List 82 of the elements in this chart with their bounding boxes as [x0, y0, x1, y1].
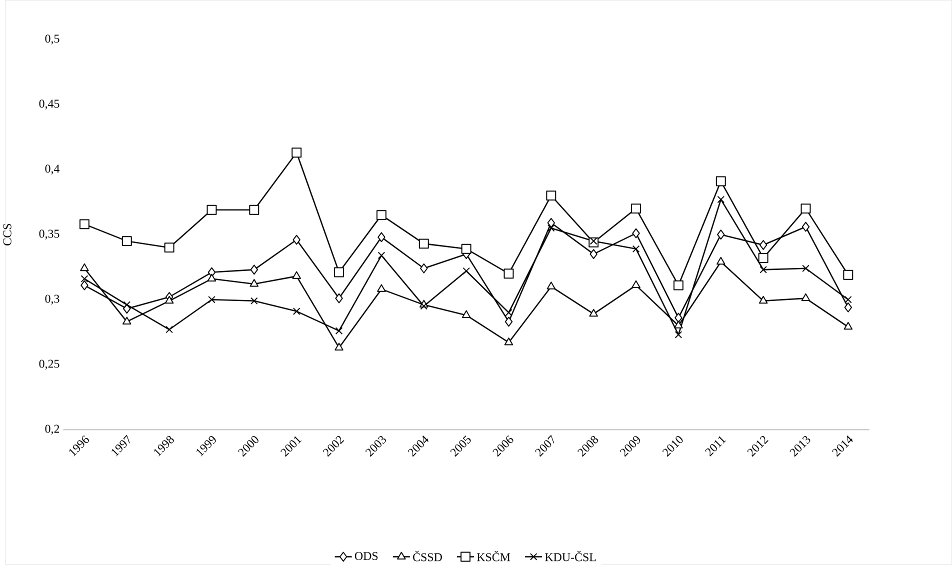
point: [292, 148, 302, 158]
point: [420, 264, 428, 274]
point: [716, 257, 726, 265]
point: [632, 280, 640, 288]
y-tick-label: 0,4: [45, 164, 60, 175]
legend-label: KSČM: [476, 551, 510, 562]
point: [589, 309, 598, 317]
point: [844, 302, 852, 313]
point: [801, 294, 810, 302]
point: [122, 316, 132, 325]
point: [546, 190, 556, 201]
point: [716, 176, 726, 186]
point: [250, 279, 259, 287]
point: [505, 309, 512, 316]
point: [546, 282, 556, 290]
point: [843, 270, 854, 280]
point: [674, 331, 682, 339]
point: [80, 264, 89, 272]
y-tick-label: 0,2: [45, 424, 60, 435]
legend-label: ODS: [354, 552, 378, 560]
point: [378, 252, 386, 260]
point: [164, 296, 174, 304]
point: [334, 268, 344, 278]
point: [79, 219, 90, 230]
point: [250, 297, 258, 305]
point: [250, 264, 258, 275]
point: [334, 342, 344, 351]
point: [717, 230, 725, 240]
point: [758, 253, 768, 264]
point: [590, 249, 598, 260]
point: [504, 338, 514, 346]
point: [166, 326, 173, 334]
y-tick-label: 0,45: [39, 100, 60, 110]
point: [418, 238, 429, 249]
point: [207, 274, 216, 282]
point: [292, 235, 300, 245]
y-axis-title: CCS: [3, 224, 12, 246]
point: [760, 266, 767, 274]
point: [420, 302, 428, 310]
point: [504, 316, 513, 327]
point: [123, 301, 131, 309]
point: [122, 236, 132, 246]
point: [376, 210, 386, 220]
point: [164, 242, 174, 253]
point: [631, 204, 641, 214]
point: [632, 228, 640, 238]
point: [461, 244, 472, 254]
point: [377, 284, 386, 292]
point: [674, 313, 682, 323]
point: [759, 240, 768, 250]
y-tick-label: 0,5: [45, 34, 60, 45]
point: [632, 245, 640, 253]
point: [717, 196, 725, 204]
point: [206, 205, 217, 216]
point: [800, 204, 811, 214]
point: [547, 218, 556, 228]
y-tick-label: 0,35: [39, 230, 60, 240]
point: [802, 222, 810, 232]
point: [674, 320, 683, 329]
point: [335, 327, 343, 335]
point: [462, 268, 470, 275]
point: [378, 232, 386, 242]
point: [802, 264, 810, 272]
legend-label: ČSSD: [413, 551, 442, 562]
point: [292, 308, 300, 316]
point: [80, 280, 88, 290]
point: [292, 271, 301, 280]
point: [208, 296, 216, 304]
y-tick-label: 0,25: [39, 360, 60, 370]
point: [758, 296, 768, 304]
point: [590, 238, 598, 245]
point: [249, 205, 260, 216]
point: [80, 275, 88, 283]
point: [844, 296, 852, 304]
point: [335, 294, 343, 304]
legend-label: KDU-ČSL: [545, 551, 596, 562]
point: [547, 224, 555, 232]
point: [504, 268, 514, 279]
point: [462, 310, 471, 318]
y-tick-label: 0,3: [45, 294, 60, 305]
point: [844, 322, 853, 330]
point: [673, 280, 684, 290]
